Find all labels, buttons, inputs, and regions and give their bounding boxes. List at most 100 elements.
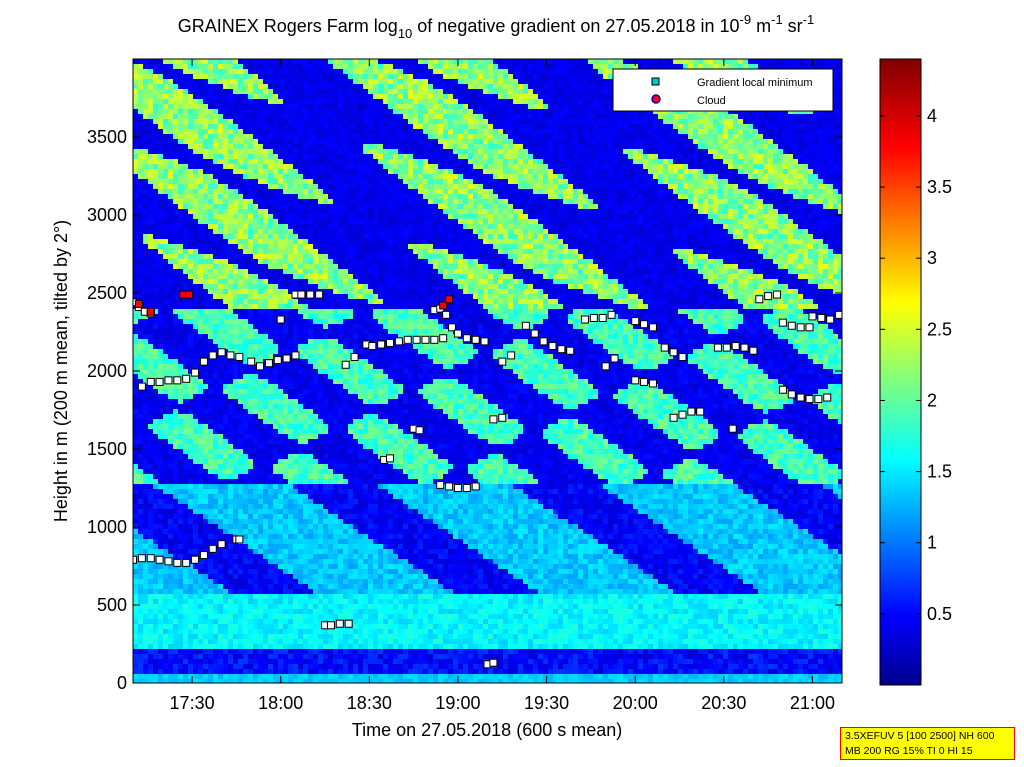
heatmap-cell (383, 59, 388, 64)
heatmap-cell (273, 139, 278, 144)
heatmap-cell (753, 134, 758, 139)
heatmap-cell (423, 204, 428, 209)
heatmap-cell (838, 204, 842, 209)
heatmap-cell (273, 189, 278, 194)
heatmap-cell (213, 224, 218, 229)
heatmap-cell (673, 164, 678, 169)
heatmap-cell (333, 174, 338, 179)
heatmap-cell (218, 134, 223, 139)
heatmap-cell (488, 104, 493, 109)
heatmap-cell (238, 144, 243, 149)
heatmap-cell (398, 219, 403, 224)
heatmap-cell (413, 144, 418, 149)
heatmap-cell (438, 99, 443, 104)
heatmap-cell (638, 59, 643, 64)
heatmap-cell (748, 174, 753, 179)
heatmap-cell (343, 204, 348, 209)
heatmap-cell (623, 169, 628, 174)
heatmap-cell (438, 204, 443, 209)
heatmap-cell (493, 129, 498, 134)
heatmap-cell (793, 224, 798, 229)
heatmap-cell (203, 204, 208, 209)
heatmap-cell (533, 179, 538, 184)
heatmap-cell (438, 159, 443, 164)
heatmap-cell (298, 154, 303, 159)
heatmap-cell (358, 134, 363, 139)
heatmap-cell (263, 154, 268, 159)
heatmap-cell (203, 199, 208, 204)
heatmap-cell (478, 209, 483, 214)
heatmap-cell (773, 204, 778, 209)
heatmap-cell (308, 69, 313, 74)
heatmap-cell (498, 194, 503, 199)
heatmap-cell (343, 79, 348, 84)
heatmap-cell (228, 184, 233, 189)
heatmap-cell (573, 209, 578, 214)
heatmap-cell (543, 219, 548, 224)
heatmap-cell (253, 114, 258, 119)
heatmap-cell (498, 224, 503, 229)
heatmap-cell (188, 124, 193, 129)
heatmap-cell (518, 229, 523, 234)
heatmap-cell (538, 149, 543, 154)
heatmap-cell (298, 149, 303, 154)
heatmap-cell (633, 194, 638, 199)
heatmap-cell (528, 104, 533, 109)
heatmap-cell (233, 229, 238, 234)
heatmap-cell (583, 159, 588, 164)
heatmap-cell (328, 179, 333, 184)
heatmap-cell (458, 159, 463, 164)
heatmap-cell (508, 134, 513, 139)
heatmap-cell (493, 139, 498, 144)
heatmap-cell (303, 59, 308, 64)
heatmap-cell (388, 229, 393, 234)
heatmap-cell (643, 179, 648, 184)
heatmap-cell (478, 124, 483, 129)
heatmap-cell (743, 134, 748, 139)
heatmap-cell (493, 204, 498, 209)
heatmap-cell (218, 79, 223, 84)
heatmap-cell (563, 164, 568, 169)
heatmap-cell (153, 204, 158, 209)
heatmap-cell (378, 94, 383, 99)
heatmap-cell (538, 74, 543, 79)
heatmap-cell (178, 224, 183, 229)
heatmap-cell (153, 109, 158, 114)
heatmap-cell (238, 184, 243, 189)
heatmap-cell (793, 164, 798, 169)
heatmap-cell (253, 79, 258, 84)
heatmap-cell (568, 119, 573, 124)
heatmap-cell (638, 124, 643, 129)
heatmap-cell (213, 179, 218, 184)
heatmap-cell (208, 74, 213, 79)
heatmap-cell (548, 224, 553, 229)
heatmap-cell (678, 169, 683, 174)
heatmap-cell (408, 119, 413, 124)
heatmap-cell (228, 214, 233, 219)
heatmap-cell (398, 69, 403, 74)
heatmap-cell (358, 214, 363, 219)
heatmap-cell (518, 64, 523, 69)
heatmap-cell (578, 104, 583, 109)
heatmap-cell (238, 104, 243, 109)
heatmap-cell (248, 64, 253, 69)
heatmap-cell (248, 74, 253, 79)
heatmap-cell (308, 199, 313, 204)
heatmap-cell (533, 229, 538, 234)
heatmap-cell (373, 214, 378, 219)
heatmap-cell (738, 134, 743, 139)
heatmap-cell (373, 104, 378, 109)
heatmap-cell (503, 109, 508, 114)
heatmap-cell (173, 149, 178, 154)
heatmap-cell (523, 84, 528, 89)
heatmap-cell (468, 129, 473, 134)
heatmap-cell (438, 69, 443, 74)
heatmap-cell (433, 174, 438, 179)
heatmap-cell (178, 174, 183, 179)
heatmap-cell (283, 114, 288, 119)
heatmap-cell (323, 144, 328, 149)
heatmap-cell (748, 229, 753, 234)
heatmap-cell (388, 184, 393, 189)
heatmap-cell (188, 199, 193, 204)
heatmap-cell (438, 179, 443, 184)
